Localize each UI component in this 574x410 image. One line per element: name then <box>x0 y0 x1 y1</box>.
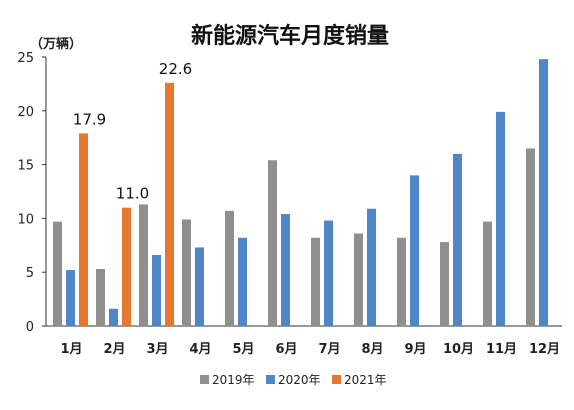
y-tick-label: 20 <box>17 105 34 120</box>
data-label: 11.0 <box>116 185 149 203</box>
bar <box>238 237 247 326</box>
bar <box>311 237 320 326</box>
x-tick-label: 3月 <box>146 342 168 357</box>
legend-label: 2021年 <box>344 373 387 387</box>
bar <box>96 268 105 326</box>
legend: 2019年 2020年 2021年 <box>200 373 387 387</box>
bar <box>496 111 505 326</box>
data-labels-group: 17.9 11.0 22.6 <box>73 60 192 203</box>
bar <box>397 237 406 326</box>
bar <box>225 210 234 326</box>
unit-label: （万辆） <box>30 36 82 52</box>
x-tick-label: 5月 <box>232 342 254 357</box>
x-tick-label: 6月 <box>275 342 297 357</box>
y-tick-label: 0 <box>26 320 34 335</box>
chart-title: 新能源汽车月度销量 <box>191 23 389 49</box>
y-tick-label: 5 <box>26 266 34 281</box>
x-tick-label: 11月 <box>486 342 517 357</box>
bar <box>139 204 148 326</box>
legend-swatch <box>266 375 275 384</box>
legend-swatch <box>332 375 341 384</box>
y-tick-label: 10 <box>17 212 34 227</box>
legend-label: 2019年 <box>212 373 255 387</box>
bar <box>324 220 333 326</box>
bar <box>453 153 462 326</box>
bar <box>526 148 535 326</box>
x-tick-label: 8月 <box>361 342 383 357</box>
bar <box>367 208 376 326</box>
bar <box>122 207 131 326</box>
legend-swatch <box>200 375 209 384</box>
x-tick-label: 10月 <box>443 342 474 357</box>
data-label: 22.6 <box>159 60 192 78</box>
bar <box>152 254 161 326</box>
bar <box>440 242 449 326</box>
bar <box>539 59 548 326</box>
x-axis: 1月 2月 3月 4月 5月 6月 7月 8月 9月 10月 11月 12月 <box>46 325 562 357</box>
y-tick-label: 25 <box>17 51 34 66</box>
bar <box>268 160 277 326</box>
bar <box>195 247 204 326</box>
bar <box>109 308 118 326</box>
bar <box>66 270 75 326</box>
bar <box>281 214 290 326</box>
x-tick-label: 12月 <box>529 342 560 357</box>
data-label: 17.9 <box>73 110 106 128</box>
bars-group <box>53 59 548 326</box>
x-tick-label: 4月 <box>189 342 211 357</box>
bar <box>53 221 62 326</box>
bar <box>483 221 492 326</box>
x-tick-label: 1月 <box>60 342 82 357</box>
y-tick-label: 15 <box>17 159 34 174</box>
bar <box>182 219 191 326</box>
bar <box>165 82 174 326</box>
y-axis: 0 5 10 15 20 25 <box>17 51 47 335</box>
bar <box>410 175 419 326</box>
x-tick-label: 7月 <box>318 342 340 357</box>
x-tick-label: 2月 <box>103 342 125 357</box>
bar <box>354 233 363 326</box>
legend-label: 2020年 <box>278 373 321 387</box>
bar <box>79 133 88 326</box>
x-tick-label: 9月 <box>404 342 426 357</box>
